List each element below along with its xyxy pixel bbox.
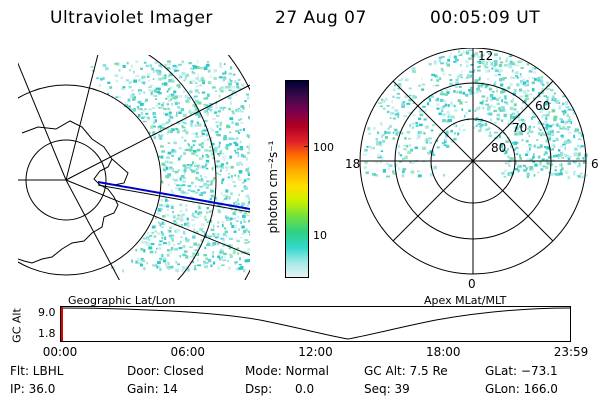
right-panel-caption: Apex MLat/MLT [424, 294, 507, 307]
colorbar-tick-100: 100 [313, 141, 334, 154]
alt-xtick-label: 18:00 [425, 345, 461, 359]
lat-label-70: 70 [512, 121, 527, 135]
instrument-title: Ultraviolet Imager [50, 8, 213, 28]
info-flt: Flt: LBHL [10, 364, 64, 378]
mlt-label-18: 18 [345, 157, 360, 171]
alt-xtick-label: 12:00 [298, 345, 333, 359]
aurora-emission [363, 49, 588, 180]
altitude-curve [60, 307, 572, 340]
altitude-ylabel: GC Alt [10, 308, 24, 343]
alt-tick-1.8: 1.8 [38, 327, 56, 340]
colorbar-unit-label: photon cm⁻²s⁻¹ [266, 140, 280, 234]
info-dsp: Dsp: 0.0 [245, 382, 315, 396]
geographic-grid [18, 55, 250, 280]
alt-xtick-label: 23:59 [553, 345, 589, 359]
info-glat: GLat: −73.1 [485, 364, 558, 378]
alt-xtick-label: 00:00 [42, 345, 78, 359]
apex-polar-panel: 12 18 6 0 60 70 80 [345, 48, 599, 291]
left-panel-caption: Geographic Lat/Lon [68, 294, 176, 307]
mlt-label-0: 0 [468, 277, 476, 291]
time-label: 00:05:09 UT [430, 8, 541, 28]
aurora-emission [90, 60, 250, 273]
mlt-label-12: 12 [478, 49, 493, 63]
lat-label-60: 60 [535, 99, 550, 113]
colorbar [285, 80, 309, 278]
colorbar-tick-10: 10 [313, 229, 327, 242]
geographic-map-panel [18, 55, 250, 280]
alt-tick-9: 9.0 [38, 306, 56, 319]
altitude-plot [60, 306, 572, 342]
colorbar-gradient [286, 81, 308, 277]
info-glon: GLon: 166.0 [485, 382, 558, 396]
info-ip: IP: 36.0 [10, 382, 56, 396]
info-door: Door: Closed [127, 364, 204, 378]
date-label: 27 Aug 07 [275, 8, 367, 28]
info-seq: Seq: 39 [364, 382, 410, 396]
antarctica-coastline [18, 120, 119, 264]
mlt-label-6: 6 [591, 157, 599, 171]
info-mode: Mode: Normal [245, 364, 329, 378]
info-gc-alt: GC Alt: 7.5 Re [364, 364, 448, 378]
lat-label-80: 80 [491, 141, 506, 155]
alt-xtick-label: 06:00 [170, 345, 206, 359]
info-gain: Gain: 14 [127, 382, 178, 396]
orbit-track [97, 181, 250, 210]
polar-grid [359, 48, 587, 275]
